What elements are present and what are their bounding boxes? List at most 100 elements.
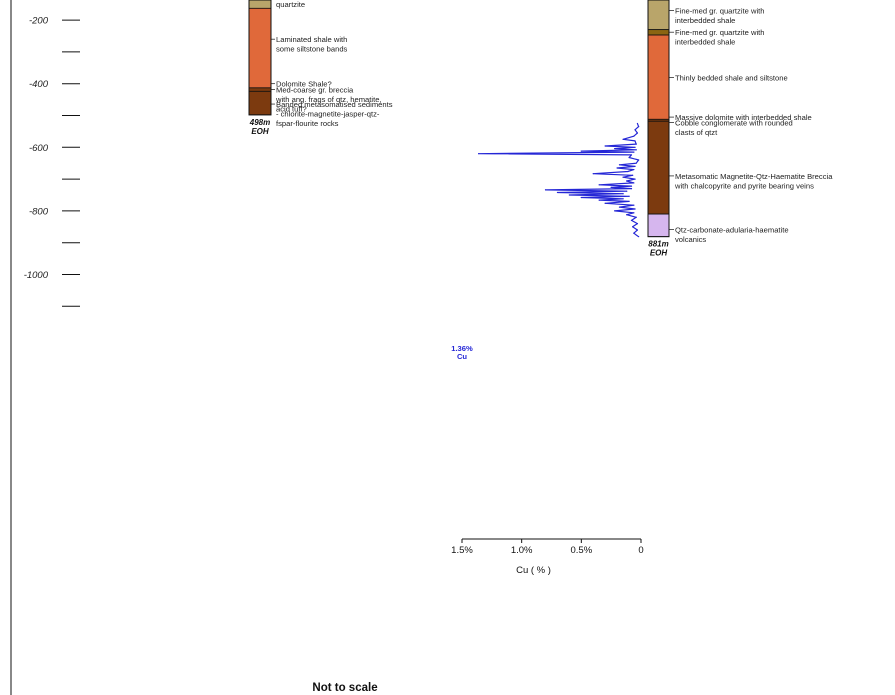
unit-description: Laminated shale with	[276, 35, 347, 44]
unit-description: quartzite	[276, 0, 305, 9]
cu-data-point	[630, 219, 633, 222]
unit-description: Thinly bedded shale and siltstone	[675, 73, 788, 82]
unit-metasomatised-sediments	[248, 90, 272, 116]
unit-description: Fine-med gr. quartzite with	[675, 7, 764, 16]
cu-data-point	[633, 232, 635, 234]
cu-data-point	[622, 198, 624, 200]
cu-data-point	[598, 184, 600, 186]
cu-data-point	[633, 204, 635, 206]
unit-description: interbedded shale	[675, 16, 735, 25]
cu-data-point	[604, 202, 606, 204]
cu-data-point	[626, 190, 628, 192]
cu-data-point	[636, 223, 639, 225]
cu-data-point	[622, 138, 624, 140]
cu-data-point	[592, 173, 594, 175]
unit-description: Massive dolomite with interbedded shale	[675, 113, 812, 122]
cu-data-point	[633, 212, 635, 214]
cu-data-point	[628, 200, 630, 202]
eoh-depth: 881m	[648, 240, 668, 249]
cu-data-point	[635, 162, 637, 164]
unit-description: Metasomatic Magnetite-Qtz-Haematite Brec…	[675, 172, 833, 181]
unit-description: interbedded shale	[675, 38, 735, 47]
cu-data-point	[633, 135, 635, 137]
unit-description: Dolomite Shale?	[276, 80, 332, 89]
unit-description: some siltstone bands	[276, 45, 348, 54]
column-border	[248, 0, 272, 116]
cu-data-point	[638, 126, 640, 128]
cu-peak-value: 1.36%	[451, 344, 473, 353]
cu-data-point	[622, 193, 624, 195]
cu-data-point	[630, 188, 633, 190]
cu-data-point	[610, 186, 612, 188]
cu-data-point	[632, 174, 634, 176]
cu-data-point	[635, 149, 637, 151]
unit-description: Med-coarse gr. breccia	[276, 85, 354, 94]
cu-data-point	[627, 170, 629, 173]
eoh-label: EOH	[650, 249, 668, 258]
unit-quartzite-dark	[647, 29, 670, 36]
not-to-scale-note: Not to scale	[312, 682, 377, 694]
unit-description: - chlorite-magnetite-jasper-qtz-	[276, 110, 380, 119]
cu-data-point	[635, 216, 637, 218]
unit-volcanics	[647, 213, 670, 238]
cu-data-point	[632, 226, 634, 228]
cu-data-point	[580, 150, 582, 152]
eoh-label: EOH	[251, 127, 269, 136]
cu-data-point	[618, 164, 621, 166]
cu-data-point	[633, 151, 635, 153]
cu-data-point	[634, 165, 636, 167]
unit-quartzite	[248, 0, 272, 9]
cu-data-point	[478, 153, 480, 155]
cu-data-point	[622, 176, 624, 178]
cu-data-point	[638, 236, 640, 238]
cu-peak-unit: Cu	[457, 352, 467, 361]
cu-data-point	[638, 159, 640, 161]
cu-data-point	[630, 154, 633, 156]
unit-description: Cobble conglomerate with rounded	[675, 118, 793, 127]
cu-data-point	[604, 145, 606, 147]
cu-assay-chart: 1.5% 1.0% 0.5% 0 Cu ( % ) 1.36%Cu	[451, 122, 644, 576]
cu-data-point	[628, 195, 630, 197]
cu-axis-tick-label: 1.0%	[511, 545, 533, 556]
unit-description: with ang. frags of qtz, hematite,	[275, 95, 382, 104]
unit-breccia	[647, 120, 670, 215]
cu-data-point	[626, 180, 628, 182]
cu-axis-tick-label: 0	[638, 545, 643, 556]
unit-description: volcanics	[675, 235, 706, 244]
cu-data-point	[634, 146, 636, 148]
depth-tick-label: -600	[29, 143, 49, 154]
cu-data-point	[633, 168, 635, 171]
unit-shale	[647, 34, 670, 120]
column-border	[647, 0, 670, 238]
unit-quartzite	[647, 0, 670, 31]
cu-data-point	[634, 208, 636, 210]
cu-data-point	[614, 147, 616, 150]
cu-data-point	[634, 178, 636, 180]
cu-series-line	[478, 123, 640, 238]
cu-data-point	[598, 199, 600, 201]
unit-description: Banded metasomatised sediments	[276, 100, 393, 109]
cu-data-point	[616, 167, 618, 169]
eoh-depth: 498m	[249, 118, 270, 127]
unit-shale	[248, 7, 272, 89]
depth-tick-label: -1000	[24, 270, 49, 281]
depth-tick-label: -200	[29, 16, 49, 27]
unit-description: with chalcopyrite and pyrite bearing vei…	[674, 181, 814, 190]
depth-axis: -200 -400 -600 -800 -1000	[10, 0, 80, 695]
cu-data-point	[635, 143, 637, 145]
cu-data-point	[580, 196, 582, 199]
cu-data-point	[636, 122, 639, 125]
cu-data-point	[636, 229, 639, 231]
cu-data-point	[634, 129, 636, 131]
cu-data-point	[618, 206, 621, 208]
unit-description: Qtz-carbonate-adularia-haematite	[675, 225, 789, 234]
unit-description: acid tuff?	[276, 104, 307, 113]
cu-data-point	[636, 132, 639, 134]
cu-data-point	[614, 210, 616, 212]
cu-data-point	[628, 156, 630, 159]
unit-breccia	[248, 87, 272, 92]
drill-hole-1: Fine-med gr. bandedquartziteLaminated sh…	[248, 0, 393, 136]
cu-data-point	[634, 140, 636, 142]
